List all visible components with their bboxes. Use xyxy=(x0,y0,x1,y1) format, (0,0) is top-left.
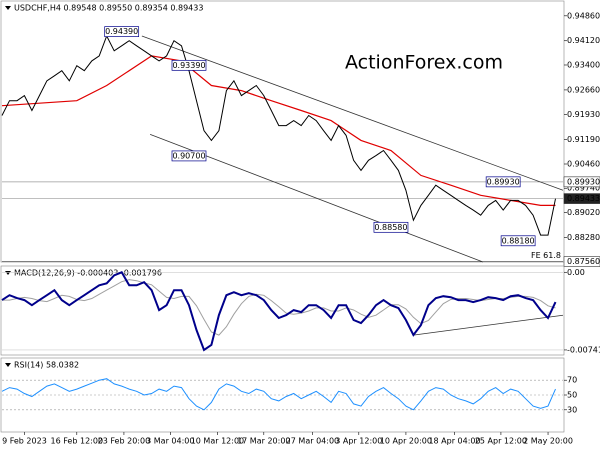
annotation-box xyxy=(485,176,521,188)
data-line xyxy=(1,34,556,236)
x-tick-label: 9 Feb 2023 xyxy=(2,437,47,446)
panel-title: USDCHF,H4 0.89548 0.89550 0.89354 0.8943… xyxy=(14,4,203,13)
annotation-box xyxy=(171,150,207,162)
y-tick-label: 50 xyxy=(567,391,577,400)
x-tick-label: 27 Mar 04:00 xyxy=(286,437,339,446)
y-tick-label: 0.92660 xyxy=(567,85,600,94)
y-tick-label: 0.90460 xyxy=(567,159,600,168)
x-tick-label: 23 Feb 20:00 xyxy=(98,437,150,446)
x-tick-label: 17 Mar 20:00 xyxy=(237,437,290,446)
annotation-label: 0.90700 xyxy=(172,151,205,160)
x-tick-label: 10 Mar 12:00 xyxy=(191,437,244,446)
trend-line xyxy=(141,35,564,191)
moving-average xyxy=(1,55,556,206)
level-label: 0.89930 xyxy=(567,177,600,186)
annotation-box xyxy=(171,59,207,71)
title-marker xyxy=(5,6,11,10)
panel-title: MACD(12,26,9) -0.000403 -0.001796 xyxy=(14,269,162,278)
level-box xyxy=(563,193,600,204)
data-line xyxy=(1,378,556,411)
y-tick-label: 0.91930 xyxy=(567,110,600,119)
y-tick-label: 0.00 xyxy=(567,268,585,277)
y-tick-label: 0.94120 xyxy=(567,36,600,45)
x-tick-label: 3 Apr 12:00 xyxy=(335,437,382,446)
y-tick-label: 0.91190 xyxy=(567,135,600,144)
y-tick-label: 0.93400 xyxy=(567,60,600,69)
y-tick-label: 0.89740 xyxy=(567,184,600,193)
panel-title: RSI(14) 58.0382 xyxy=(14,361,79,370)
data-line xyxy=(1,271,557,352)
y-tick-label: 0.88280 xyxy=(567,233,600,242)
level-box xyxy=(563,176,600,188)
y-tick-label: 70 xyxy=(567,376,577,385)
y-tick-label: 0.89020 xyxy=(567,208,600,217)
annotation-box xyxy=(373,221,409,233)
watermark: ActionForex.com xyxy=(345,52,503,74)
y-tick-label: 0.94860 xyxy=(567,11,600,20)
annotation-box xyxy=(104,26,140,37)
x-tick-label: 2 May 20:00 xyxy=(523,437,573,446)
level-box xyxy=(563,256,600,267)
y-tick-label: -0.007417 xyxy=(567,345,600,354)
level-label: 0.87560 xyxy=(567,257,600,266)
x-tick-label: 10 Apr 20:00 xyxy=(380,437,432,446)
level-label: 0.89433 xyxy=(567,194,600,203)
trend-line xyxy=(413,314,564,336)
title-marker xyxy=(5,363,11,367)
annotation-label: 0.88580 xyxy=(374,223,407,232)
signal-line xyxy=(2,279,556,336)
annotation-box xyxy=(500,235,536,247)
x-tick-label: 16 Feb 12:00 xyxy=(51,437,103,446)
x-tick-label: 18 Apr 04:00 xyxy=(428,437,480,446)
note: FE 61.8 xyxy=(531,251,561,260)
annotation-label: 0.89930 xyxy=(487,177,520,186)
panel-frame xyxy=(0,265,565,356)
annotation-label: 0.88180 xyxy=(502,236,535,245)
annotation-label: 0.94390 xyxy=(105,27,138,36)
x-tick-label: 3 Mar 04:00 xyxy=(146,437,194,446)
annotation-label: 0.93390 xyxy=(172,61,205,70)
x-tick-label: 25 Apr 12:00 xyxy=(475,437,527,446)
y-tick-label: 30 xyxy=(567,405,577,414)
